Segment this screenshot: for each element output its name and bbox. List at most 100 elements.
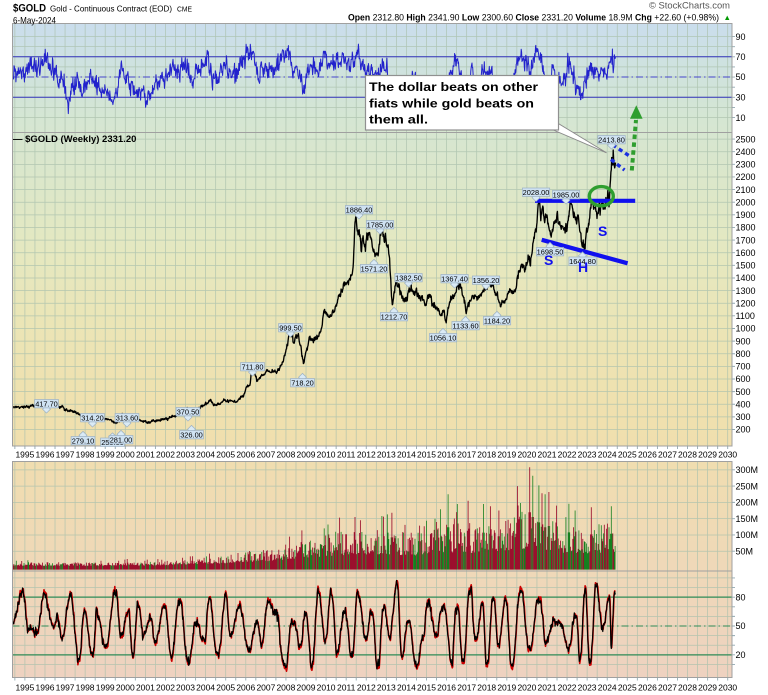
svg-text:1500: 1500 (736, 261, 756, 271)
svg-text:S: S (598, 223, 607, 239)
svg-text:2027: 2027 (658, 450, 677, 460)
svg-text:2005: 2005 (216, 683, 235, 693)
svg-text:70: 70 (736, 52, 746, 62)
svg-text:The dollar beats on other: The dollar beats on other (369, 80, 538, 94)
svg-text:them all.: them all. (369, 113, 428, 127)
svg-text:H: H (578, 259, 588, 275)
svg-text:2021: 2021 (538, 450, 557, 460)
svg-text:30: 30 (736, 93, 746, 103)
svg-text:1996: 1996 (36, 683, 55, 693)
svg-text:2024: 2024 (598, 450, 617, 460)
svg-text:2015: 2015 (417, 683, 436, 693)
svg-text:2001: 2001 (136, 450, 155, 460)
svg-text:1000: 1000 (736, 324, 756, 334)
svg-text:2023: 2023 (578, 450, 597, 460)
svg-text:50M: 50M (736, 546, 754, 556)
svg-text:2008: 2008 (276, 683, 295, 693)
svg-text:2009: 2009 (297, 450, 316, 460)
svg-text:600: 600 (736, 374, 751, 384)
svg-text:2000: 2000 (116, 683, 135, 693)
svg-text:2021: 2021 (538, 683, 557, 693)
svg-text:20: 20 (736, 650, 746, 660)
svg-text:2011: 2011 (337, 683, 356, 693)
svg-text:2030: 2030 (718, 683, 737, 693)
svg-text:2015: 2015 (417, 450, 436, 460)
svg-text:314.20: 314.20 (81, 413, 104, 422)
svg-text:1998: 1998 (76, 683, 95, 693)
svg-text:800: 800 (736, 349, 751, 359)
svg-text:1698.50: 1698.50 (537, 247, 564, 256)
svg-text:326.00: 326.00 (180, 430, 203, 439)
svg-text:300: 300 (736, 412, 751, 422)
svg-text:2500: 2500 (736, 134, 756, 144)
svg-text:2009: 2009 (297, 683, 316, 693)
svg-text:Open 2312.80 High 2341.90 Low: Open 2312.80 High 2341.90 Low 2300.60 Cl… (348, 13, 719, 23)
svg-text:1800: 1800 (736, 223, 756, 233)
svg-text:1184.20: 1184.20 (484, 316, 510, 325)
svg-text:90: 90 (736, 32, 746, 42)
svg-text:6-May-2024: 6-May-2024 (13, 16, 56, 26)
svg-text:2003: 2003 (176, 683, 195, 693)
svg-text:500: 500 (736, 387, 751, 397)
svg-text:2016: 2016 (437, 683, 456, 693)
svg-text:2023: 2023 (578, 683, 597, 693)
svg-text:CME: CME (177, 5, 192, 14)
svg-text:2027: 2027 (658, 683, 677, 693)
svg-text:2002: 2002 (156, 683, 175, 693)
svg-text:100M: 100M (736, 530, 759, 540)
svg-text:▲: ▲ (724, 13, 731, 22)
svg-text:1644.80: 1644.80 (569, 257, 596, 266)
svg-text:1571.20: 1571.20 (361, 264, 388, 273)
svg-text:700: 700 (736, 362, 751, 372)
svg-text:2003: 2003 (176, 450, 195, 460)
svg-text:1367.40: 1367.40 (441, 274, 468, 283)
svg-text:1997: 1997 (56, 683, 75, 693)
svg-text:279.10: 279.10 (72, 436, 95, 445)
svg-text:1999: 1999 (96, 683, 115, 693)
svg-text:2004: 2004 (196, 683, 215, 693)
svg-text:2016: 2016 (437, 450, 456, 460)
svg-text:281.00: 281.00 (110, 435, 133, 444)
svg-text:1356.20: 1356.20 (473, 276, 500, 285)
svg-text:200: 200 (736, 425, 751, 435)
svg-text:313.60: 313.60 (116, 413, 139, 422)
svg-text:2029: 2029 (698, 683, 717, 693)
svg-text:2028.00: 2028.00 (523, 188, 550, 197)
svg-text:2300: 2300 (736, 160, 756, 170)
svg-text:— $GOLD (Weekly) 2331.20: — $GOLD (Weekly) 2331.20 (13, 134, 136, 145)
svg-text:1200: 1200 (736, 298, 756, 308)
svg-text:2026: 2026 (638, 683, 657, 693)
svg-text:2005: 2005 (216, 450, 235, 460)
svg-text:1886.40: 1886.40 (346, 205, 373, 214)
svg-text:900: 900 (736, 336, 751, 346)
svg-text:417.70: 417.70 (35, 399, 58, 408)
svg-text:1300: 1300 (736, 286, 756, 296)
svg-text:2013: 2013 (377, 450, 396, 460)
svg-text:2028: 2028 (678, 450, 697, 460)
svg-text:1133.60: 1133.60 (452, 321, 478, 330)
svg-text:711.80: 711.80 (241, 362, 263, 371)
svg-text:2017: 2017 (457, 450, 476, 460)
svg-text:200M: 200M (736, 498, 759, 508)
svg-text:2000: 2000 (116, 450, 135, 460)
svg-text:2019: 2019 (497, 450, 516, 460)
svg-text:Gold - Continuous Contract (EO: Gold - Continuous Contract (EOD) (50, 4, 172, 14)
svg-text:2019: 2019 (497, 683, 516, 693)
svg-text:2013: 2013 (377, 683, 396, 693)
svg-text:2017: 2017 (457, 683, 476, 693)
svg-text:2000: 2000 (736, 197, 756, 207)
svg-text:1999: 1999 (96, 450, 115, 460)
svg-text:S: S (544, 252, 553, 268)
svg-text:1995: 1995 (15, 450, 34, 460)
svg-text:2022: 2022 (558, 450, 577, 460)
svg-text:fiats while gold beats on: fiats while gold beats on (369, 96, 534, 110)
svg-text:50: 50 (736, 72, 746, 82)
svg-text:1056.10: 1056.10 (430, 333, 457, 342)
svg-text:2020: 2020 (517, 450, 536, 460)
svg-text:2020: 2020 (517, 683, 536, 693)
svg-text:718.20: 718.20 (291, 378, 314, 387)
svg-text:2030: 2030 (718, 450, 737, 460)
svg-text:1382.50: 1382.50 (395, 273, 422, 282)
svg-text:10: 10 (736, 113, 746, 123)
svg-text:2022: 2022 (558, 683, 577, 693)
